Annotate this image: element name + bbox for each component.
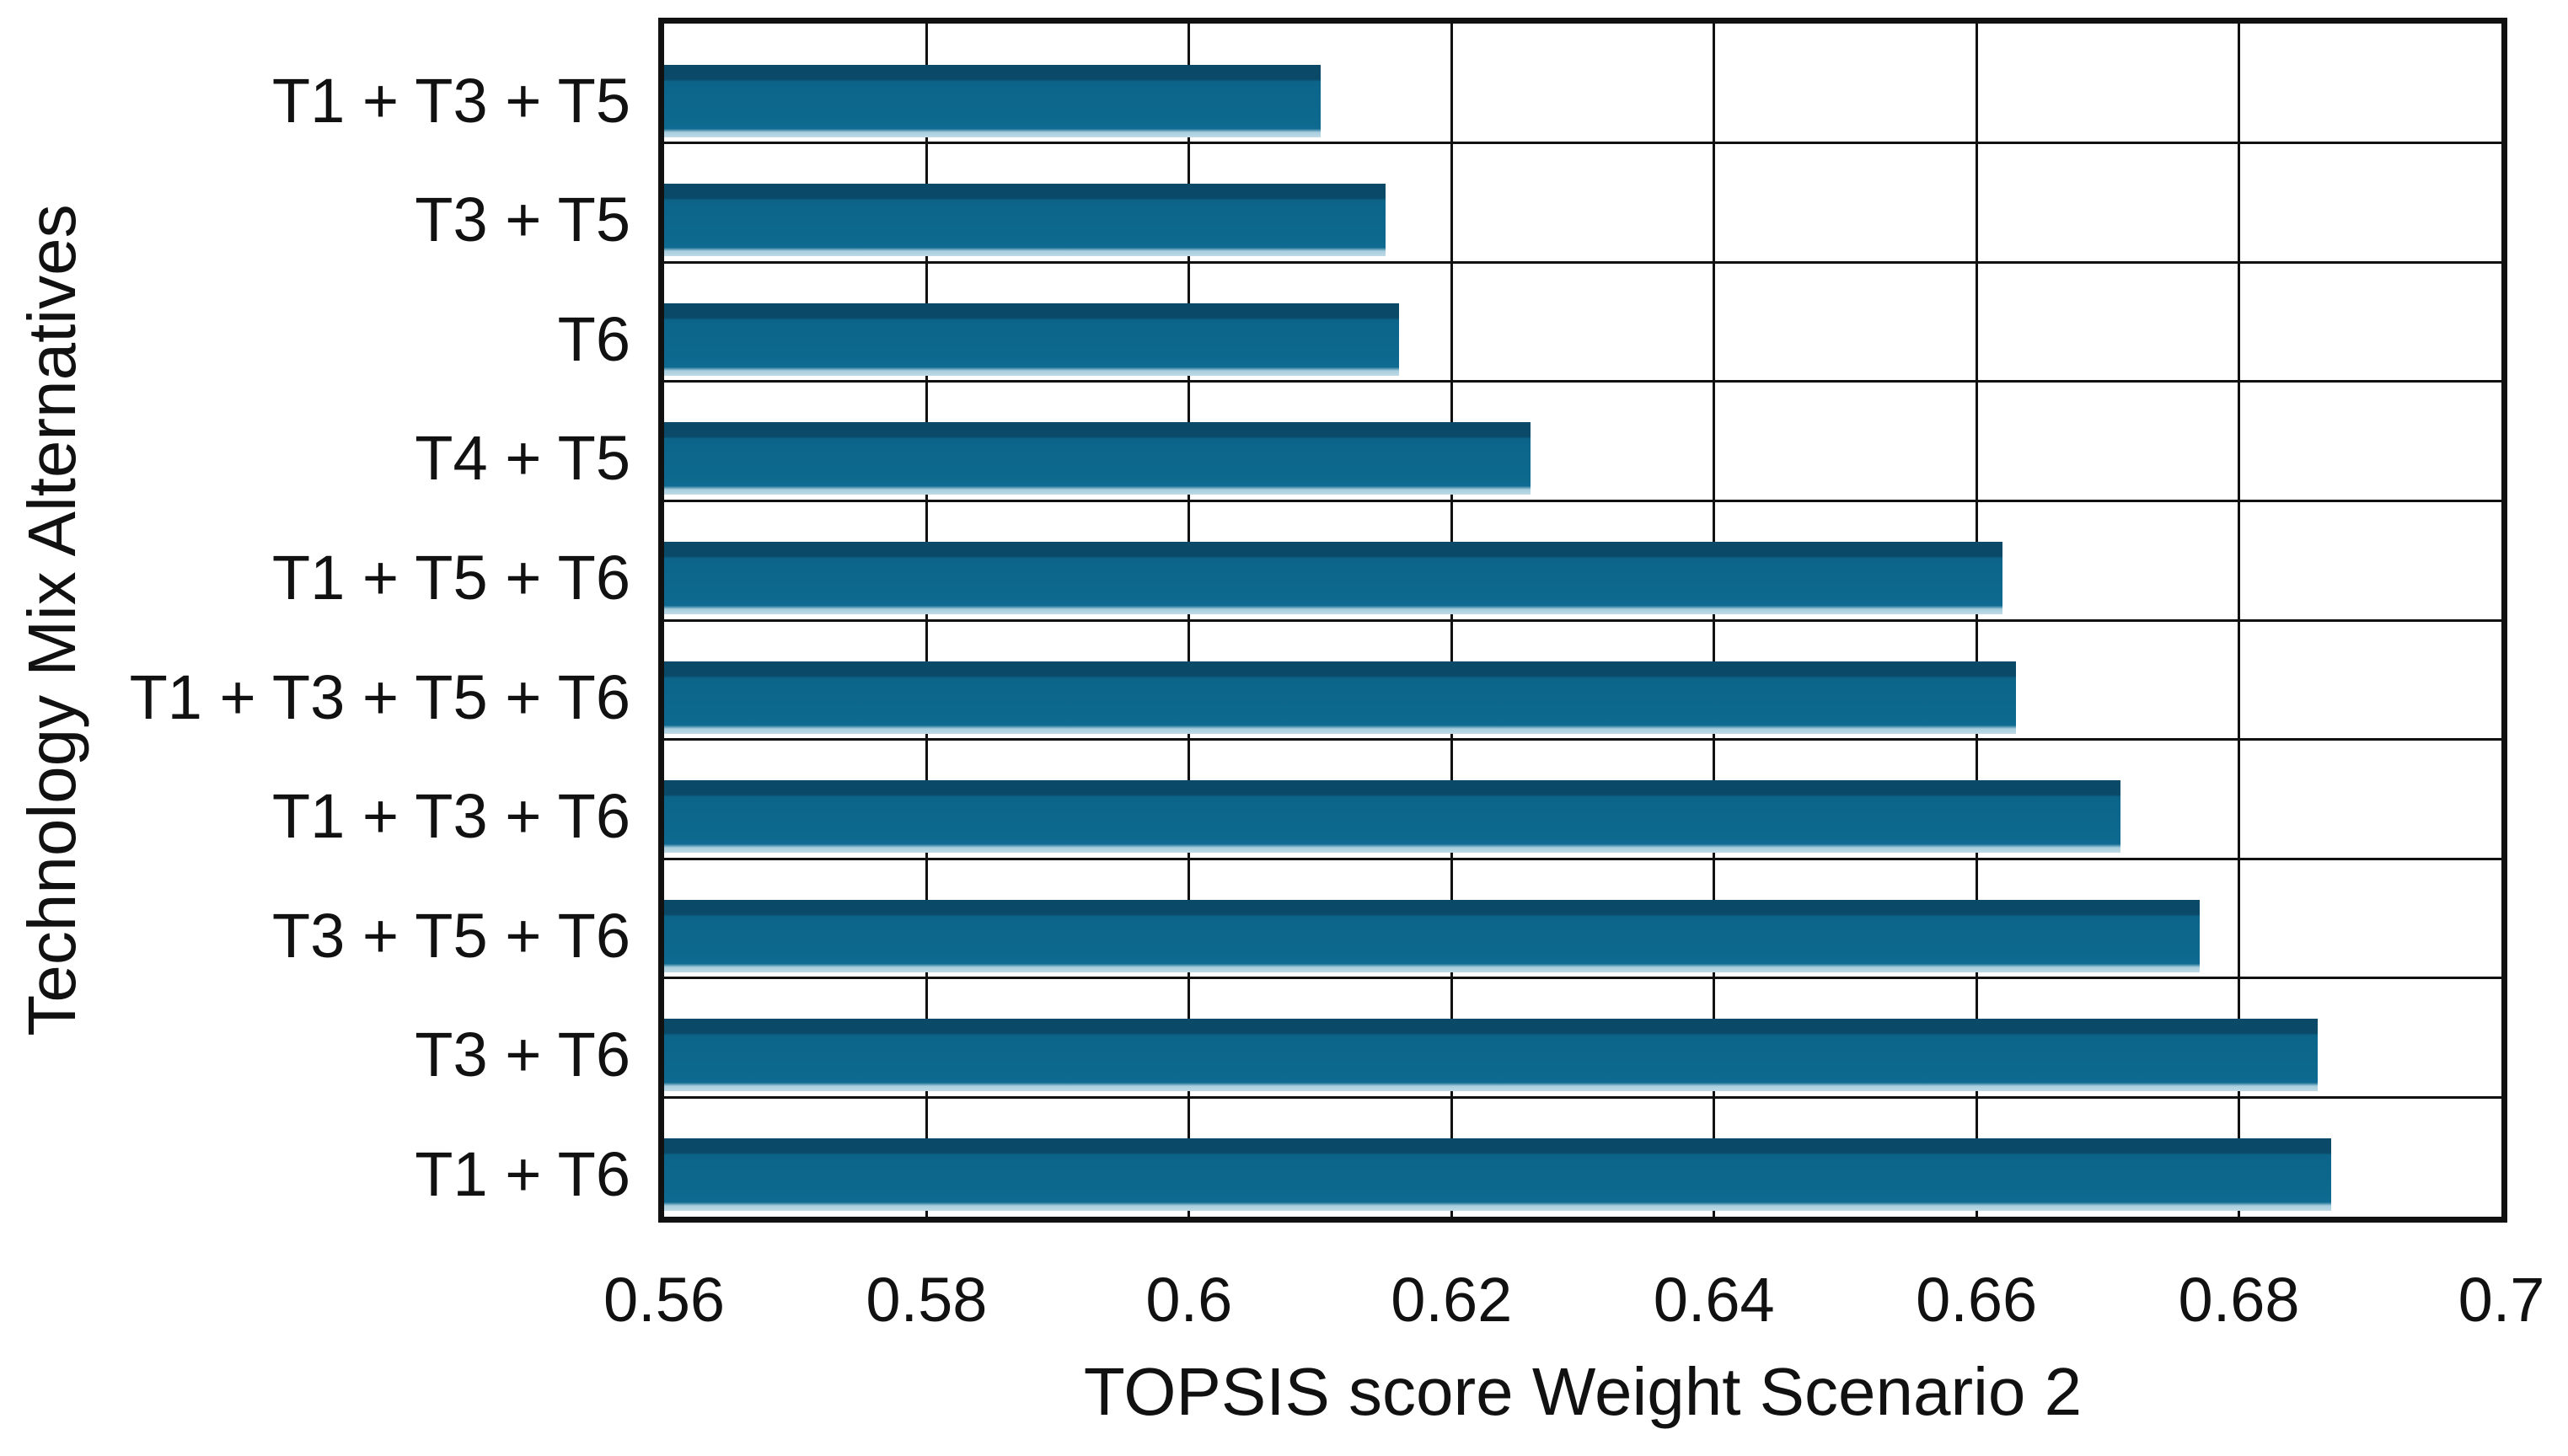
y-tick-label: T4 + T5 xyxy=(415,423,630,494)
bar-t1-t3-t6 xyxy=(664,780,2121,854)
x-tick-label: 0.64 xyxy=(1653,1265,1775,1335)
bar-t3-t6 xyxy=(664,1019,2318,1092)
y-tick-label: T1 + T6 xyxy=(415,1139,630,1209)
y-tick-label: T1 + T3 + T5 xyxy=(271,65,630,136)
y-tick-label: T3 + T5 + T6 xyxy=(271,900,630,971)
y-tick-label: T6 xyxy=(557,303,630,374)
bar-t4-t5 xyxy=(664,422,1531,495)
x-tick-label: 0.7 xyxy=(2458,1265,2545,1335)
x-tick-label: 0.6 xyxy=(1145,1265,1233,1335)
y-tick-label: T1 + T3 + T5 + T6 xyxy=(129,661,630,732)
x-tick-label: 0.58 xyxy=(866,1265,988,1335)
x-axis-title: TOPSIS score Weight Scenario 2 xyxy=(1083,1354,2083,1429)
y-gridline xyxy=(664,618,2501,622)
plot-area xyxy=(658,18,2507,1223)
y-gridline xyxy=(664,142,2501,145)
y-tick-label: T3 + T6 xyxy=(415,1020,630,1090)
bar-t3-t5-t6 xyxy=(664,899,2200,972)
x-tick-label: 0.68 xyxy=(2178,1265,2300,1335)
x-tick-label: 0.56 xyxy=(603,1265,726,1335)
y-gridline xyxy=(664,738,2501,741)
y-tick-label: T1 + T3 + T6 xyxy=(271,781,630,852)
x-tick-label: 0.62 xyxy=(1391,1265,1513,1335)
y-tick-label: T1 + T5 + T6 xyxy=(271,543,630,613)
plot-grid xyxy=(664,24,2501,1217)
y-gridline xyxy=(664,499,2501,502)
y-tick-label: T3 + T5 xyxy=(415,185,630,255)
bar-t1-t5-t6 xyxy=(664,542,2003,614)
y-gridline xyxy=(664,260,2501,264)
y-gridline xyxy=(664,380,2501,383)
bar-t1-t6 xyxy=(664,1138,2331,1211)
y-gridline xyxy=(664,1095,2501,1099)
x-tick-label: 0.66 xyxy=(1916,1265,2038,1335)
y-gridline xyxy=(664,857,2501,860)
y-gridline xyxy=(664,977,2501,980)
bar-t1-t3-t5 xyxy=(664,64,1321,137)
bar-t1-t3-t5-t6 xyxy=(664,661,2016,734)
bar-t3-t5 xyxy=(664,184,1386,257)
bar-t6 xyxy=(664,302,1399,376)
